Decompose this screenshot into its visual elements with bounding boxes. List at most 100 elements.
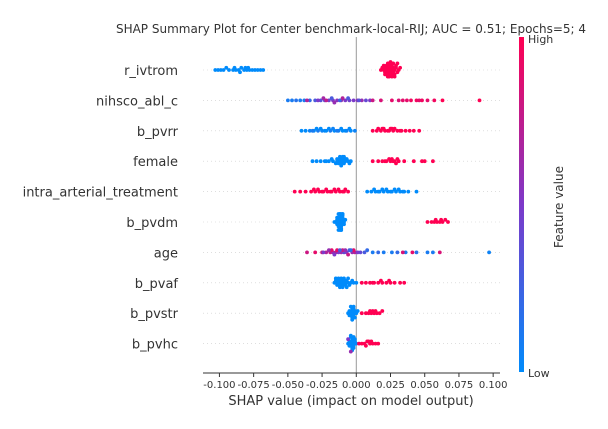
shap-point	[305, 250, 309, 255]
shap-point	[335, 157, 339, 161]
shap-point	[383, 159, 387, 164]
shap-point	[380, 159, 385, 164]
shap-point	[420, 159, 424, 164]
shap-point	[433, 217, 438, 222]
shap-point	[346, 96, 350, 101]
shap-point	[348, 349, 353, 354]
shap-point	[332, 100, 337, 105]
shap-point	[422, 159, 427, 164]
shap-point	[332, 187, 337, 192]
shap-point	[379, 278, 383, 283]
feature-label: b_pvdm	[126, 216, 178, 231]
feature-label: b_pvrr	[137, 125, 179, 140]
shap-point	[355, 250, 360, 255]
row-gridlines	[203, 69, 500, 344]
x-axis-label: SHAP value (impact on model output)	[228, 394, 473, 409]
shap-point	[370, 128, 375, 133]
shap-point	[340, 189, 345, 194]
shap-point	[303, 189, 308, 194]
shap-point	[238, 70, 242, 75]
shap-point	[359, 341, 364, 346]
shap-point	[298, 189, 303, 194]
x-tick-label: -0.025	[306, 380, 338, 391]
colorbar-high-label: High	[528, 33, 553, 46]
shap-point	[348, 304, 353, 309]
shap-point	[333, 276, 338, 281]
shap-point	[402, 159, 407, 164]
shap-point	[357, 341, 361, 346]
shap-point	[369, 339, 374, 344]
shap-point	[344, 285, 349, 290]
shap-point	[221, 68, 226, 72]
shap-point	[327, 159, 331, 164]
shap-point	[410, 250, 415, 255]
shap-point	[348, 248, 353, 253]
shap-point	[213, 68, 218, 72]
shap-point	[307, 128, 312, 133]
shap-point	[364, 311, 368, 316]
shap-point	[246, 65, 251, 70]
shap-point	[417, 128, 422, 133]
shap-point	[348, 333, 353, 338]
shap-point	[339, 276, 344, 281]
shap-point	[314, 126, 319, 131]
shap-point	[372, 187, 376, 192]
shap-point	[346, 337, 350, 342]
shap-point	[318, 98, 323, 103]
shap-point	[347, 283, 352, 287]
shap-point	[398, 280, 402, 285]
shap-point	[321, 250, 326, 255]
shap-point	[344, 157, 349, 161]
shap-point	[359, 280, 364, 285]
shap-point	[437, 250, 442, 255]
shap-point	[338, 248, 342, 253]
shap-point	[292, 189, 297, 194]
shap-point	[368, 280, 372, 285]
shap-point	[400, 98, 405, 103]
shap-point	[299, 128, 304, 133]
feature-label: b_pvhc	[132, 338, 178, 353]
shap-point	[239, 65, 244, 70]
x-tick-label: 0.075	[445, 380, 474, 391]
shap-point	[324, 187, 329, 192]
shap-point	[320, 189, 324, 194]
shap-point	[255, 68, 260, 72]
shap-point	[406, 189, 411, 194]
shap-point	[390, 157, 394, 161]
shap-point	[342, 154, 346, 159]
shap-point	[376, 341, 381, 346]
shap-point	[347, 126, 352, 131]
shap-point	[346, 252, 350, 257]
shap-point	[443, 217, 448, 222]
shap-point	[338, 285, 342, 290]
shap-point	[336, 187, 341, 192]
shap-point	[314, 159, 319, 164]
shap-point	[335, 248, 339, 253]
shap-point	[332, 252, 337, 257]
shap-point	[351, 335, 356, 339]
x-tick-label: 0.025	[376, 380, 405, 391]
shap-point	[310, 128, 315, 133]
shap-point	[339, 126, 344, 131]
shap-point	[342, 222, 346, 227]
shap-point	[370, 159, 375, 164]
shap-point	[395, 128, 400, 133]
shap-point	[414, 189, 419, 194]
shap-point	[340, 212, 345, 216]
shap-point	[395, 250, 400, 255]
shap-point	[403, 128, 408, 133]
shap-point	[307, 98, 312, 103]
shap-point	[394, 161, 398, 166]
shap-point	[353, 128, 357, 133]
shap-point	[392, 126, 397, 131]
shap-point	[243, 65, 248, 70]
shap-point	[385, 128, 390, 133]
shap-point	[390, 74, 394, 79]
shap-point	[400, 250, 405, 255]
shap-point	[366, 339, 371, 344]
shap-point	[261, 68, 266, 72]
shap-point	[396, 98, 401, 103]
shap-point	[331, 126, 335, 131]
